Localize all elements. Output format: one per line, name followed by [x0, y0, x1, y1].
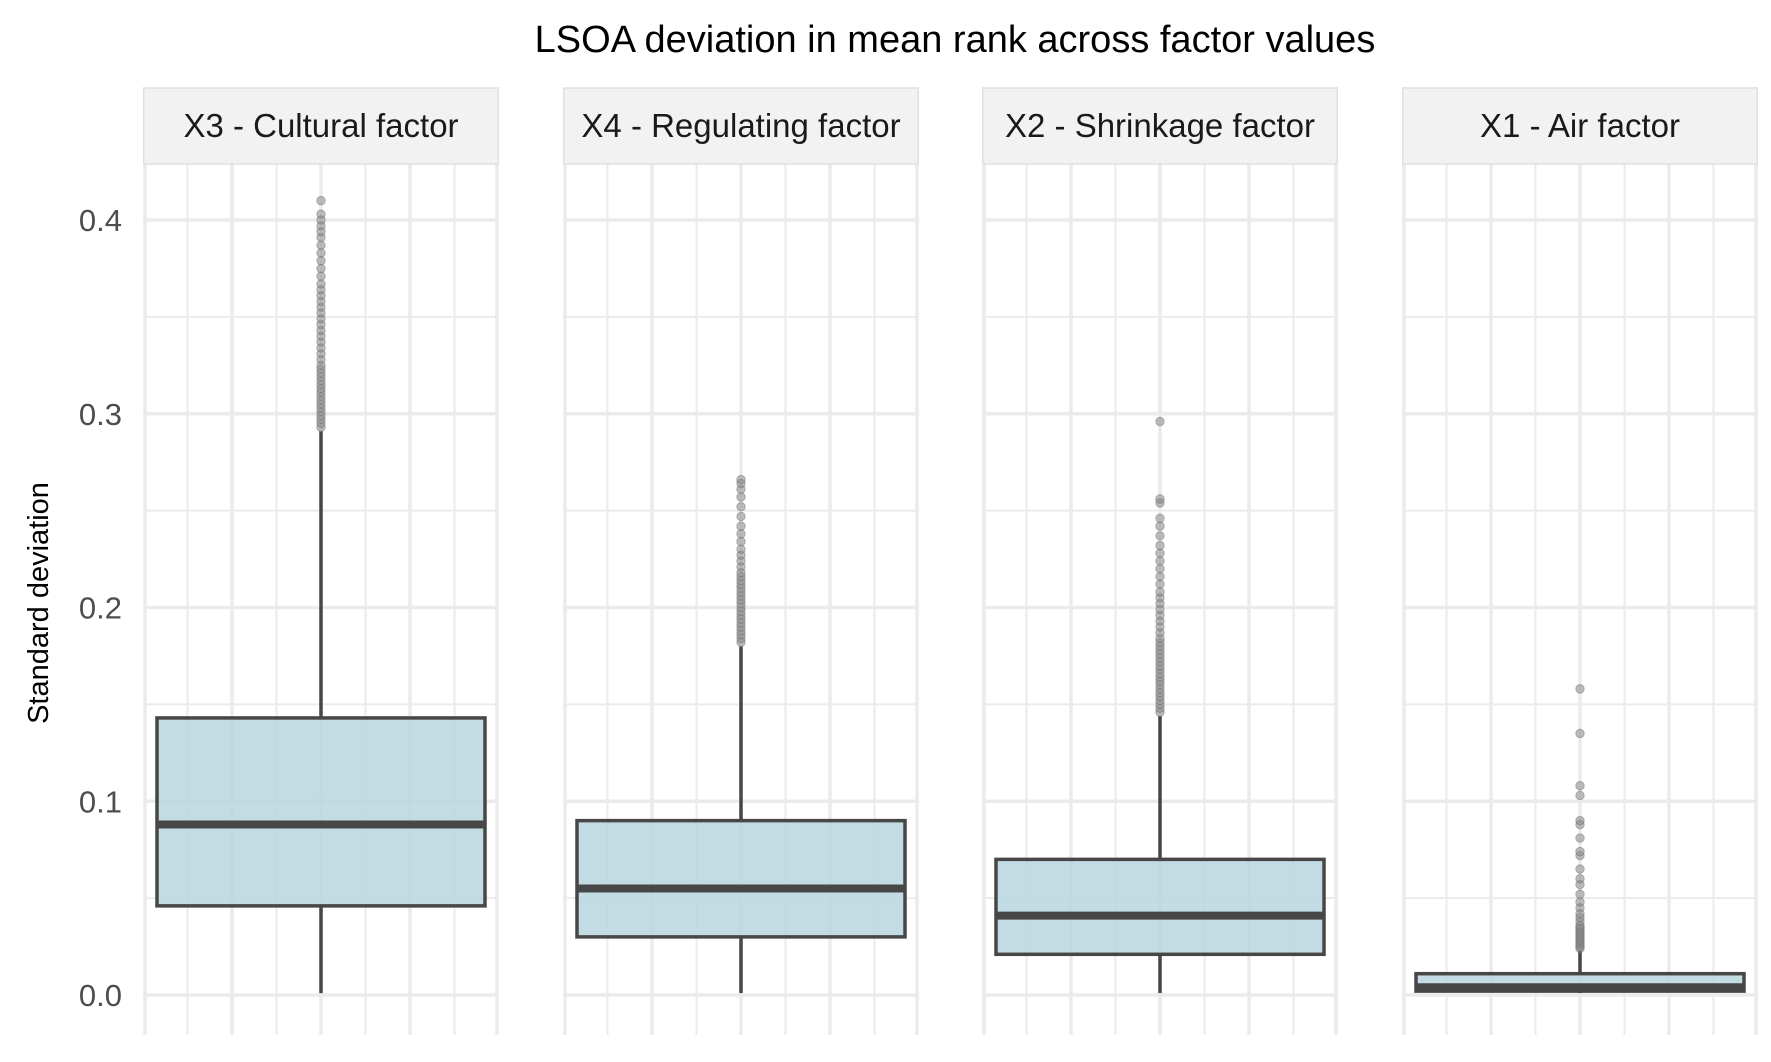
outlier-point: [316, 195, 326, 206]
outlier-point: [736, 521, 746, 531]
outlier-point: [316, 279, 326, 289]
box: [155, 716, 487, 908]
facet-strip: [143, 87, 499, 165]
outlier-point: [1575, 897, 1585, 907]
facet-strip: [982, 87, 1338, 165]
y-axis-title: Standard deviation: [23, 482, 55, 724]
outlier-point: [1155, 587, 1165, 597]
outlier-point: [736, 511, 746, 522]
y-tick-label: 0.4: [79, 203, 122, 238]
panel-2: X4 - Regulating factor: [563, 87, 919, 1035]
outlier-point: [1155, 494, 1165, 504]
outlier-point: [1575, 790, 1585, 801]
panel-4: X1 - Air factor: [1402, 87, 1758, 1035]
y-tick-label: 0.2: [79, 591, 122, 626]
outlier-point: [1575, 815, 1585, 826]
outlier-point: [316, 255, 326, 266]
y-tick-label: 0.0: [79, 978, 122, 1013]
outlier-point: [316, 240, 326, 250]
facet-label: X1 - Air factor: [1480, 107, 1680, 144]
facet-label: X3 - Cultural factor: [183, 107, 458, 144]
box: [575, 818, 907, 939]
outlier-point: [1155, 513, 1165, 524]
outlier-point: [316, 271, 326, 281]
outlier-point: [1575, 846, 1585, 857]
outlier-point: [1155, 531, 1165, 541]
chart-title: LSOA deviation in mean rank across facto…: [535, 19, 1376, 61]
box: [994, 857, 1326, 957]
facet-strip: [1402, 87, 1758, 165]
facet-strip: [563, 87, 919, 165]
outlier-point: [1155, 416, 1165, 427]
outlier-point: [1575, 728, 1585, 739]
panel-3: X2 - Shrinkage factor: [982, 87, 1338, 1035]
outlier-point: [1155, 556, 1165, 566]
panels: X3 - Cultural factor X4 - Regulating fact…: [143, 87, 1758, 1035]
outlier-point: [316, 209, 326, 219]
y-tick-label: 0.1: [79, 784, 122, 819]
outlier-point: [316, 248, 326, 258]
outlier-point: [1575, 833, 1585, 843]
y-tick-label: 0.3: [79, 397, 122, 432]
facet-label: X4 - Regulating factor: [581, 107, 900, 144]
outlier-point: [1155, 548, 1165, 558]
y-axis: 0.0 0.1 0.2 0.3 0.4: [79, 203, 122, 1013]
outlier-point: [1155, 579, 1165, 589]
outlier-point: [736, 544, 746, 555]
outlier-point: [1575, 874, 1585, 884]
outlier-point: [736, 536, 746, 547]
outlier-point: [1155, 521, 1165, 531]
outlier-point: [1575, 781, 1585, 791]
outlier-point: [1155, 540, 1165, 551]
outlier-point: [1155, 571, 1165, 582]
outlier-point: [736, 474, 746, 485]
outlier-point: [1575, 889, 1585, 899]
outlier-point: [736, 529, 746, 539]
outlier-point: [316, 263, 326, 274]
outlier-point: [736, 502, 746, 512]
outlier-point: [1575, 684, 1585, 694]
outlier-point: [736, 492, 746, 502]
facet-label: X2 - Shrinkage factor: [1005, 107, 1315, 144]
outlier-point: [1575, 864, 1585, 874]
panel-1: X3 - Cultural factor: [143, 87, 499, 1035]
outlier-point: [1155, 564, 1165, 574]
